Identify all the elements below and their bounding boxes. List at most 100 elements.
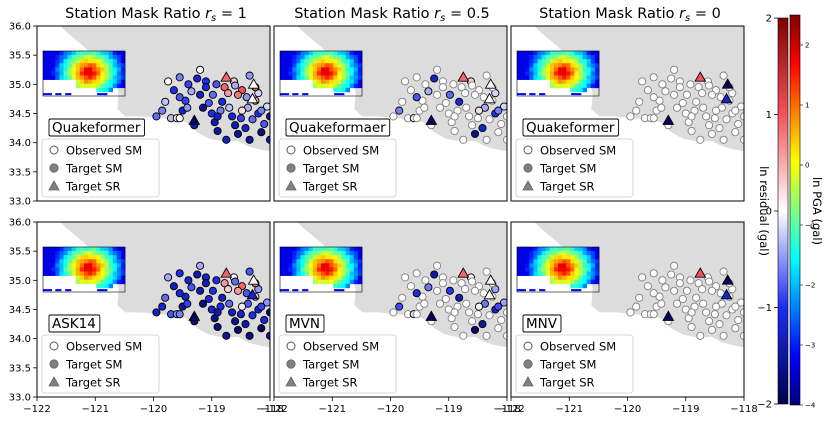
station-target-sr [721,78,734,89]
y-tick-label: 36.0 [9,22,31,33]
station-target-sr [694,71,707,82]
station-target-sm [183,103,192,112]
station-target-sr [247,78,260,89]
station-target-sm [225,103,234,112]
station-target-sm [231,121,240,130]
station-target-sm [228,308,237,317]
station-observed-sm [702,112,711,121]
station-observed-sm [438,279,447,288]
panel-2: Observed SM Target SM Target SR Quakeformer [510,25,745,202]
station-target-sm [196,261,205,270]
station-target-sm [222,135,231,144]
station-target-sm [233,325,243,334]
station-target-sm [225,299,234,308]
station-observed-sm [670,65,679,74]
station-target-sm [455,97,464,106]
legend-marker-target-sr [522,376,534,387]
station-target-sm [164,273,173,282]
station-observed-sm [699,103,708,112]
station-observed-sm [635,293,644,302]
x-tick-label: −122 [23,404,50,415]
station-observed-sm [661,283,670,292]
station-target-sm [175,93,184,102]
station-observed-sm [737,298,744,307]
station-observed-sm [657,299,666,308]
station-target-sm [470,325,480,334]
station-observed-sm [682,286,691,295]
station-observed-sm [694,83,703,92]
station-target-sr [662,310,675,321]
station-target-sm [196,286,205,295]
station-observed-sm [465,112,474,121]
legend: Observed SM Target SM Target SR [515,138,634,198]
x-tick-label: −118 [730,404,757,415]
station-target-sr [425,310,438,321]
legend-marker-target-sr [48,180,60,191]
station-target-sm [237,106,247,115]
pga-heatmap-inset [42,246,126,293]
station-observed-sm [661,87,670,96]
station-target-sm [224,285,233,294]
station-target-sr [721,274,734,285]
legend-label: Target SM [302,162,359,176]
station-observed-sm [649,289,658,298]
legend: Observed SM Target SM Target SR [278,334,397,394]
station-observed-sm [485,311,494,320]
station-target-sm [204,294,213,304]
station-target-sr [662,114,675,125]
station-observed-sm [406,86,415,95]
station-target-sm [193,74,202,83]
station-observed-sm [686,276,695,285]
y-tick-label: 34.0 [9,334,31,345]
panel-label: Quakeformer [526,120,615,136]
legend-label: Target SR [302,376,358,390]
station-target-sm [494,302,503,311]
legend-marker-target-sm [286,359,296,369]
station-observed-sm [643,86,652,95]
station-observed-sm [739,331,744,340]
station-observed-sm [643,282,652,291]
station-observed-sm [470,286,480,295]
y-tick-label: 35.0 [9,276,31,287]
station-observed-sm [406,282,415,291]
station-observed-sm [705,277,714,286]
colorbar-pga-tick-label: 1 [805,102,809,110]
station-target-sm [500,102,507,111]
station-observed-sm [638,77,647,86]
station-observed-sm [707,325,717,334]
legend-label: Target SR [539,376,595,390]
station-observed-sm [731,324,740,333]
station-observed-sm [731,128,740,137]
y-tick-label: 33.0 [9,393,31,404]
colorbar-pga-tick-label: 2 [805,42,809,50]
panel-label: Quakeformaer [289,120,386,136]
panel-label-box [285,118,391,137]
station-target-sm [218,293,227,302]
station-observed-sm [470,90,480,99]
x-tick-label: −118 [256,404,283,415]
station-target-sm [233,286,243,295]
station-target-sm [500,298,507,307]
station-observed-sm [707,129,717,138]
station-target-sm [257,302,266,311]
station-target-sm [175,269,184,278]
station-observed-sm [711,302,721,311]
station-observed-sm [658,276,667,285]
station-target-sm [198,103,208,112]
station-observed-sm [719,267,728,276]
legend-marker-observed [523,341,533,351]
pga-heatmap-inset [42,50,126,97]
legend-box [41,334,160,394]
station-observed-sm [707,90,717,99]
station-observed-sm [731,106,740,115]
y-tick-label: 34.0 [9,138,31,149]
station-target-sm [213,308,222,317]
station-observed-sm [482,71,491,80]
colorbar-pga-tick-label: 0 [805,162,809,170]
pga-heatmap-inset [516,246,600,293]
panel-label-box [48,314,101,333]
station-observed-sm [412,310,421,319]
station-observed-sm [638,273,647,282]
station-target-sm [201,83,210,92]
